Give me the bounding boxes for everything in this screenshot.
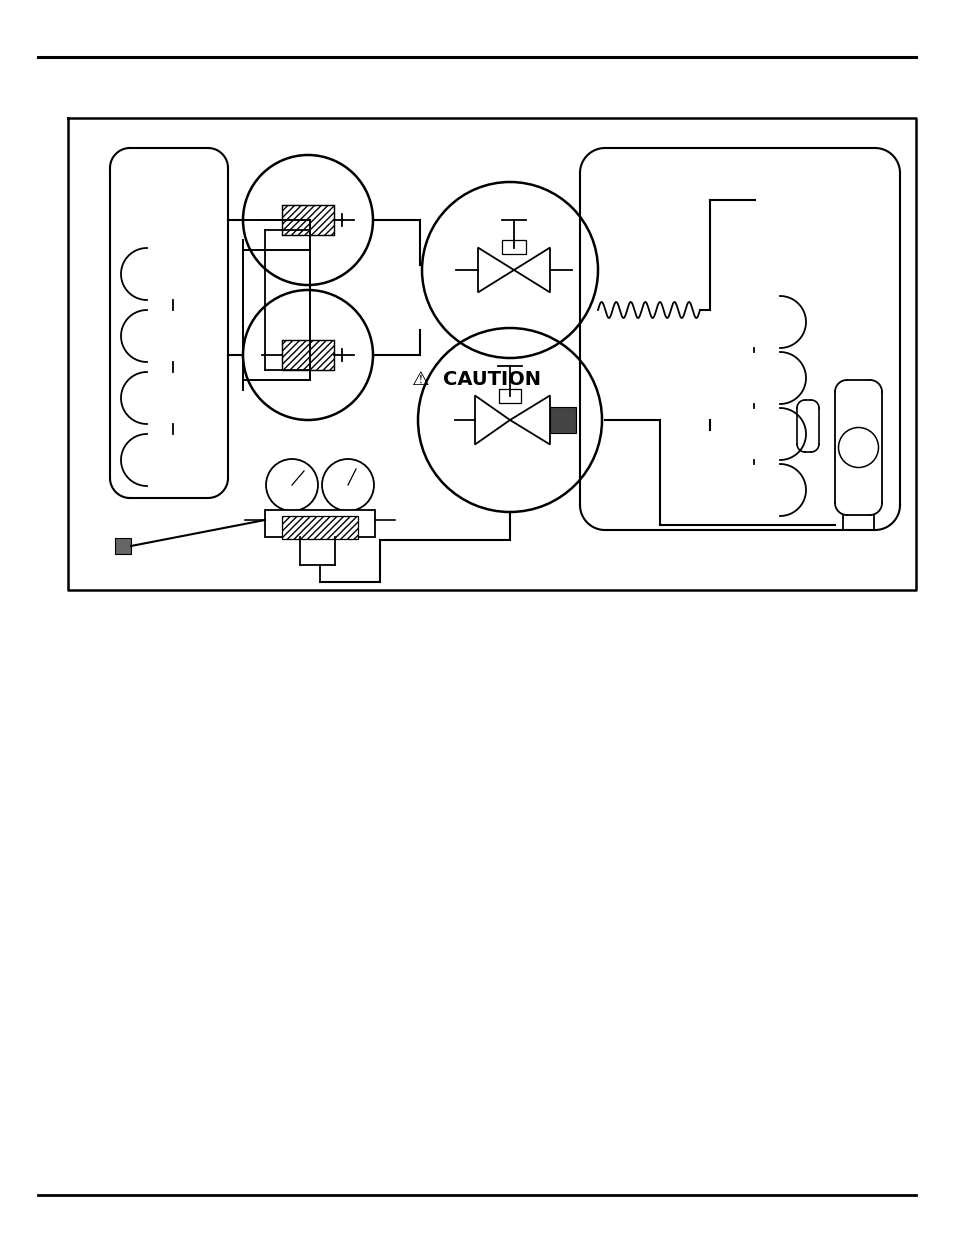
Bar [265, 510, 375, 537]
Bar [550, 406, 576, 433]
Bar [282, 205, 334, 235]
Bar [282, 516, 357, 539]
Bar [501, 240, 525, 254]
Text: ⚠  CAUTION: ⚠ CAUTION [412, 369, 541, 389]
Bar [498, 389, 520, 403]
Bar [115, 538, 131, 554]
Bar [282, 341, 334, 370]
